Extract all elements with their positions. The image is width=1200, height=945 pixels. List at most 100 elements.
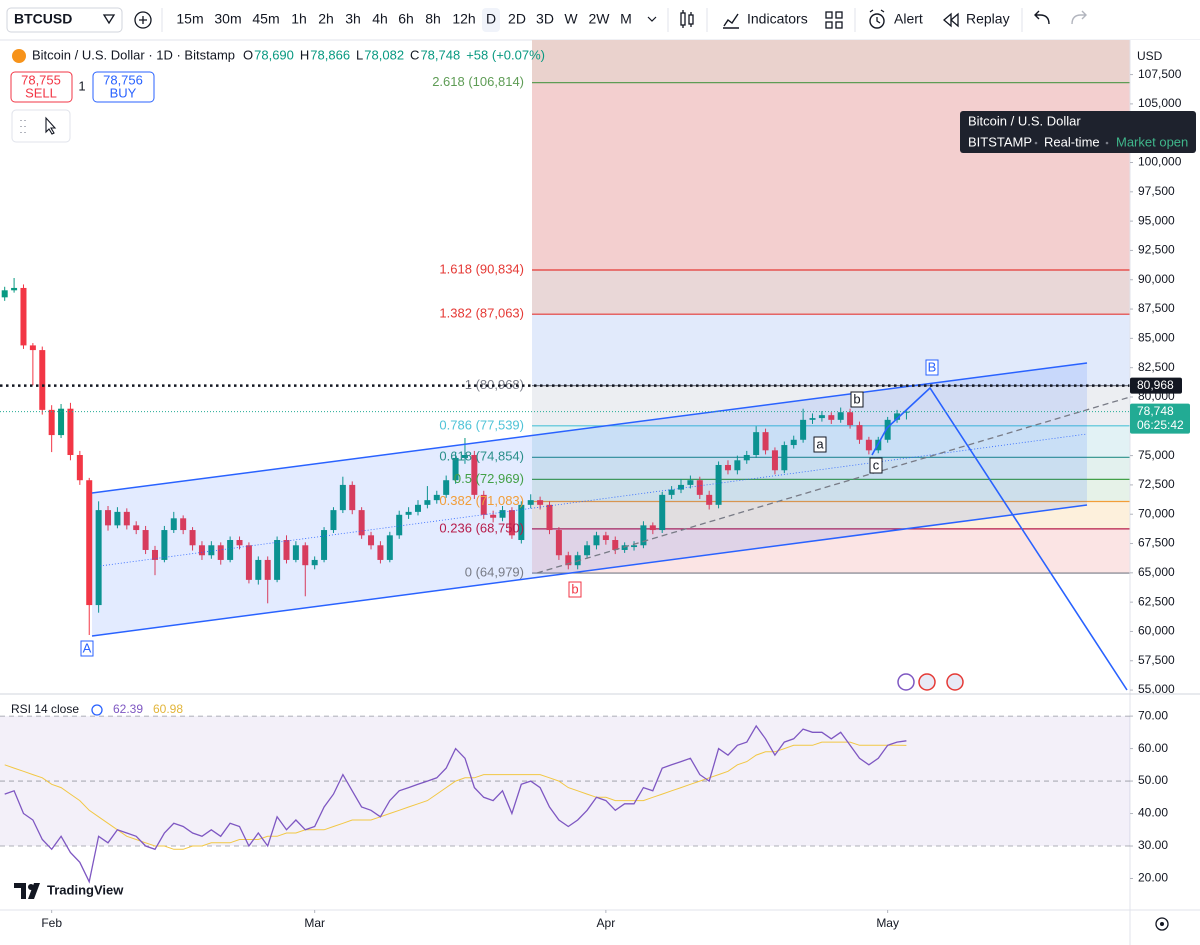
- symbol-tooltip: Bitcoin / U.S. Dollar BITSTAMP Real-time…: [960, 111, 1196, 153]
- candle-body: [424, 500, 431, 505]
- candle-body: [274, 540, 281, 580]
- fib-label: 0.618 (74,854): [439, 449, 524, 464]
- y-tick-label: 92,500: [1138, 243, 1175, 257]
- ohlc-key: H: [300, 47, 309, 62]
- fib-zone: [532, 528, 1130, 574]
- interval-button[interactable]: 3D: [536, 11, 554, 27]
- median-line: [536, 396, 1131, 574]
- replay-icon[interactable]: [943, 12, 959, 28]
- rsi-ma-line: [4, 741, 907, 850]
- alert-icon-hands: [869, 9, 885, 24]
- candle-body: [405, 511, 412, 515]
- candle-body: [865, 439, 872, 451]
- chart-type-icon[interactable]: [680, 10, 694, 28]
- event-flag[interactable]: [946, 673, 964, 691]
- candle-body: [631, 545, 638, 548]
- wave-label: a: [816, 436, 824, 451]
- interval-button[interactable]: W: [564, 11, 578, 27]
- last-price-label: 78,748: [1137, 404, 1174, 418]
- redo-icon[interactable]: [1071, 10, 1087, 25]
- candle-body: [58, 408, 65, 436]
- cursor-tool[interactable]: [45, 116, 57, 135]
- interval-button[interactable]: 45m: [252, 11, 279, 27]
- candle-body: [236, 540, 243, 546]
- sell-button[interactable]: [10, 71, 73, 103]
- interval-button[interactable]: 2W: [589, 11, 611, 27]
- alert-button[interactable]: Alert: [894, 11, 923, 27]
- tv-logo-text: TradingView: [47, 882, 124, 897]
- candle-body: [762, 432, 769, 451]
- candle-body: [546, 504, 553, 531]
- fib-label: 0.382 (71,083): [439, 493, 524, 508]
- candle-body: [818, 415, 825, 419]
- settings-icon[interactable]: [1155, 917, 1169, 931]
- interval-button[interactable]: 2D: [508, 11, 526, 27]
- candle-body: [95, 510, 102, 606]
- interval-button[interactable]: 1h: [291, 11, 307, 27]
- y-tick-label: 72,500: [1138, 477, 1175, 491]
- candle-body: [292, 545, 299, 560]
- wave-label-box: [568, 581, 582, 598]
- symbol-menu-icon[interactable]: [102, 14, 116, 25]
- interval-button[interactable]: D: [486, 11, 496, 27]
- y-tick-label: 75,000: [1138, 448, 1175, 462]
- symbol-title: Bitcoin / U.S. Dollar · 1D · Bitstamp: [32, 47, 235, 62]
- compare-icon[interactable]: [134, 11, 152, 29]
- candle-body: [771, 450, 778, 471]
- candle-body: [602, 535, 609, 541]
- interval-button[interactable]: 15m: [176, 11, 203, 27]
- candle-body: [349, 484, 356, 511]
- interval-button[interactable]: 3h: [345, 11, 361, 27]
- event-flag[interactable]: [918, 673, 936, 691]
- interval-button[interactable]: 4h: [372, 11, 388, 27]
- replay-button[interactable]: Replay: [966, 11, 1010, 27]
- candle-body: [48, 409, 55, 436]
- currency[interactable]: USD: [1137, 49, 1163, 63]
- candle-body: [678, 484, 685, 490]
- buy-button[interactable]: [92, 71, 155, 103]
- interval-button[interactable]: 6h: [398, 11, 414, 27]
- candle-body: [659, 494, 666, 531]
- candle-body: [227, 540, 234, 560]
- tooltip-status: Market open: [1116, 134, 1188, 149]
- y-tick-label: 65,000: [1138, 565, 1175, 579]
- ohlc-value: 78,866: [310, 47, 350, 62]
- candle-body: [828, 415, 835, 420]
- interval-button[interactable]: 12h: [452, 11, 475, 27]
- candle-body: [123, 511, 130, 526]
- interval-button[interactable]: 30m: [214, 11, 241, 27]
- bitcoin-logo: [12, 49, 26, 63]
- fib-zones: [532, 40, 1130, 574]
- interval-button[interactable]: 2h: [318, 11, 334, 27]
- interval-menu[interactable]: [647, 16, 657, 22]
- candle-body: [414, 504, 421, 512]
- drag-handle[interactable]: [20, 120, 26, 133]
- sell-price[interactable]: 78,755: [21, 72, 61, 87]
- symbol[interactable]: BTCUSD: [14, 11, 72, 27]
- settings-icon-core: [1160, 922, 1164, 926]
- candle-body: [837, 412, 844, 420]
- candle-body: [105, 510, 112, 526]
- alert-icon[interactable]: [869, 13, 885, 29]
- y-tick-label: 82,500: [1138, 360, 1175, 374]
- channel-upper: [91, 362, 1088, 494]
- buy-label[interactable]: BUY: [110, 85, 137, 100]
- wave-label-box: [869, 457, 883, 474]
- indicators-button[interactable]: Indicators: [747, 11, 808, 27]
- candle-body: [170, 518, 177, 531]
- symbol-box[interactable]: [6, 7, 123, 33]
- interval-button[interactable]: 8h: [425, 11, 441, 27]
- rsi-settings-icon[interactable]: [91, 704, 103, 716]
- price-change: +58 (+0.07%): [466, 47, 545, 62]
- undo-icon[interactable]: [1034, 10, 1050, 25]
- buy-price[interactable]: 78,756: [103, 72, 143, 87]
- y-tick-label: 97,500: [1138, 184, 1175, 198]
- layouts-icon[interactable]: [825, 11, 843, 29]
- candle-body: [264, 559, 271, 580]
- sell-label[interactable]: SELL: [25, 85, 57, 100]
- regression-line: [99, 433, 1088, 567]
- interval-button[interactable]: M: [620, 11, 632, 27]
- event-icon[interactable]: [897, 673, 915, 691]
- indicators-icon[interactable]: [723, 13, 739, 29]
